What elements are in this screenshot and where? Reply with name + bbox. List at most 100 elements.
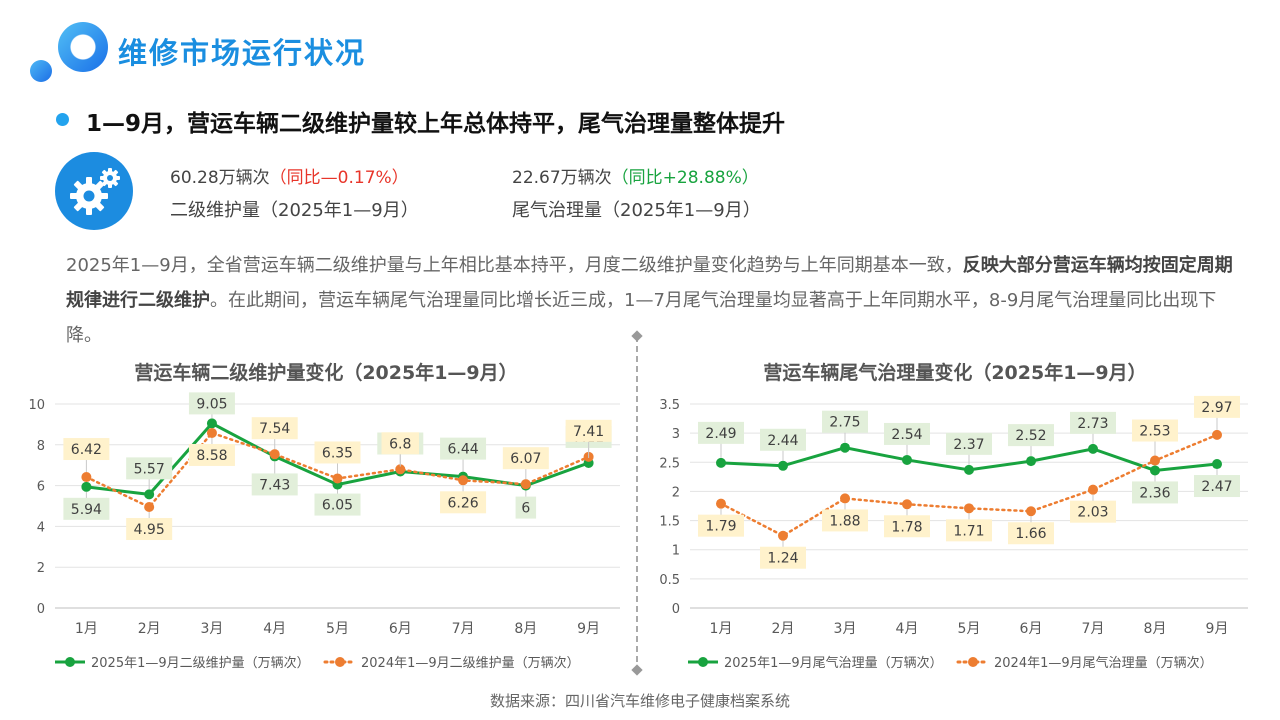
data-point xyxy=(144,502,155,513)
data-point xyxy=(206,418,217,429)
data-label: 2.54 xyxy=(891,427,922,443)
data-point xyxy=(1212,459,1222,470)
data-label: 2.49 xyxy=(705,426,736,442)
stat-maintenance: 60.28万辆次（同比—0.17%） xyxy=(170,163,409,188)
y-tick-label: 3 xyxy=(672,427,680,442)
stat-emission-label: 尾气治理量（2025年1—9月） xyxy=(512,200,761,221)
data-label-bg xyxy=(698,421,744,444)
data-label: 5.94 xyxy=(71,502,102,518)
data-point xyxy=(840,493,850,504)
x-tick-label: 5月 xyxy=(958,621,981,637)
legend-marker xyxy=(698,657,708,667)
data-point xyxy=(81,472,92,483)
data-point xyxy=(1088,484,1098,495)
y-tick-label: 0 xyxy=(37,602,45,617)
data-label: 1.88 xyxy=(829,513,860,529)
data-label-bg xyxy=(1132,419,1178,442)
summary-part2: 。在此期间，营运车辆尾气治理量同比增长近三成，1—7月尾气治理量均显著高于上年同… xyxy=(66,290,1217,346)
data-label-bg xyxy=(440,437,487,460)
data-point xyxy=(206,427,217,438)
legend-marker xyxy=(65,657,75,667)
data-label: 6.35 xyxy=(322,445,353,461)
x-tick-label: 4月 xyxy=(263,621,286,637)
logo-dot-icon xyxy=(30,60,52,82)
data-point xyxy=(144,489,155,500)
legend-label: 2024年1—9月尾气治理量（万辆次） xyxy=(994,655,1213,671)
data-label-bg xyxy=(251,473,298,496)
data-label: 2.47 xyxy=(1201,479,1232,495)
summary-part1: 2025年1—9月，全省营运车辆二级维护量与上年相比基本持平，月度二级维护量变化… xyxy=(66,255,963,276)
data-label-bg xyxy=(946,432,992,455)
data-point xyxy=(964,503,974,514)
chart1-title: 营运车辆二级维护量变化（2025年1—9月） xyxy=(134,362,518,384)
data-point xyxy=(1150,455,1160,466)
y-tick-label: 2 xyxy=(672,485,680,500)
data-point xyxy=(778,460,788,471)
data-label-bg xyxy=(884,422,930,445)
data-label-bg xyxy=(1070,500,1116,523)
data-label-bg xyxy=(63,497,110,520)
bullet-dot-icon xyxy=(56,113,69,126)
data-label: 1.79 xyxy=(705,519,736,535)
legend-marker xyxy=(335,657,345,667)
data-point xyxy=(902,499,912,510)
data-label-bg xyxy=(822,410,868,433)
data-label: 2.03 xyxy=(1077,505,1108,521)
data-label-bg xyxy=(126,518,173,541)
data-label-bg xyxy=(884,515,930,538)
data-label: 2.75 xyxy=(829,415,860,431)
data-label-bg xyxy=(440,491,487,514)
data-label: 7.41 xyxy=(573,424,604,440)
data-label: 4.95 xyxy=(134,522,165,538)
legend-label: 2025年1—9月二级维护量（万辆次） xyxy=(91,655,310,671)
data-label-bg xyxy=(1008,522,1054,545)
data-point xyxy=(395,464,406,475)
data-point xyxy=(332,473,343,484)
x-tick-label: 6月 xyxy=(1020,621,1043,637)
data-label: 6.44 xyxy=(447,442,478,458)
data-label-bg xyxy=(1070,411,1116,434)
data-label-bg xyxy=(946,519,992,542)
data-label-bg xyxy=(314,493,361,516)
data-label: 6.42 xyxy=(71,442,102,458)
data-point xyxy=(81,481,92,492)
data-label-bg xyxy=(565,419,612,442)
y-tick-label: 1 xyxy=(672,544,680,559)
data-label-bg xyxy=(515,496,537,519)
stat-emission: 22.67万辆次（同比+28.88%） xyxy=(512,163,759,188)
data-label: 5.57 xyxy=(134,461,165,477)
data-point xyxy=(964,464,974,475)
data-label: 2.53 xyxy=(1139,424,1170,440)
x-tick-label: 9月 xyxy=(1206,621,1229,637)
data-label: 7.54 xyxy=(259,421,290,437)
data-label: 2.37 xyxy=(953,437,984,453)
data-label-bg xyxy=(63,438,110,461)
gear-icon xyxy=(55,152,133,230)
data-label: 2.97 xyxy=(1201,400,1232,416)
data-label: 1.24 xyxy=(767,551,798,567)
data-point xyxy=(1088,443,1098,454)
data-label: 6 xyxy=(521,501,530,517)
y-tick-label: 10 xyxy=(28,398,45,413)
data-label-bg xyxy=(1194,395,1240,418)
data-label: 1.78 xyxy=(891,519,922,535)
data-source: 数据来源：四川省汽车维修电子健康档案系统 xyxy=(489,692,790,710)
data-label-bg xyxy=(698,514,744,537)
data-label: 2.73 xyxy=(1077,416,1108,432)
y-tick-label: 6 xyxy=(37,480,45,495)
y-tick-label: 2 xyxy=(37,561,45,576)
stat-maintenance-value: 60.28万辆次 xyxy=(170,168,270,188)
data-label-bg xyxy=(760,428,806,451)
data-label: 1.71 xyxy=(953,523,984,539)
x-tick-label: 9月 xyxy=(577,621,600,637)
data-label-bg xyxy=(188,392,235,415)
page-title: 维修市场运行状况 xyxy=(118,36,367,70)
data-point xyxy=(269,449,280,460)
maintenance-line-chart: 0 2 4 6 8 10 1月 2月 3月 4月 5月 6月 7月 8月 9月 5.94 5.57 9.05 7.4… xyxy=(28,392,620,671)
x-tick-label: 5月 xyxy=(326,621,349,637)
data-label-bg xyxy=(1132,481,1178,504)
logo-ring-icon xyxy=(58,22,108,72)
data-point xyxy=(840,442,850,453)
data-point xyxy=(1026,456,1036,467)
data-point xyxy=(1212,429,1222,440)
